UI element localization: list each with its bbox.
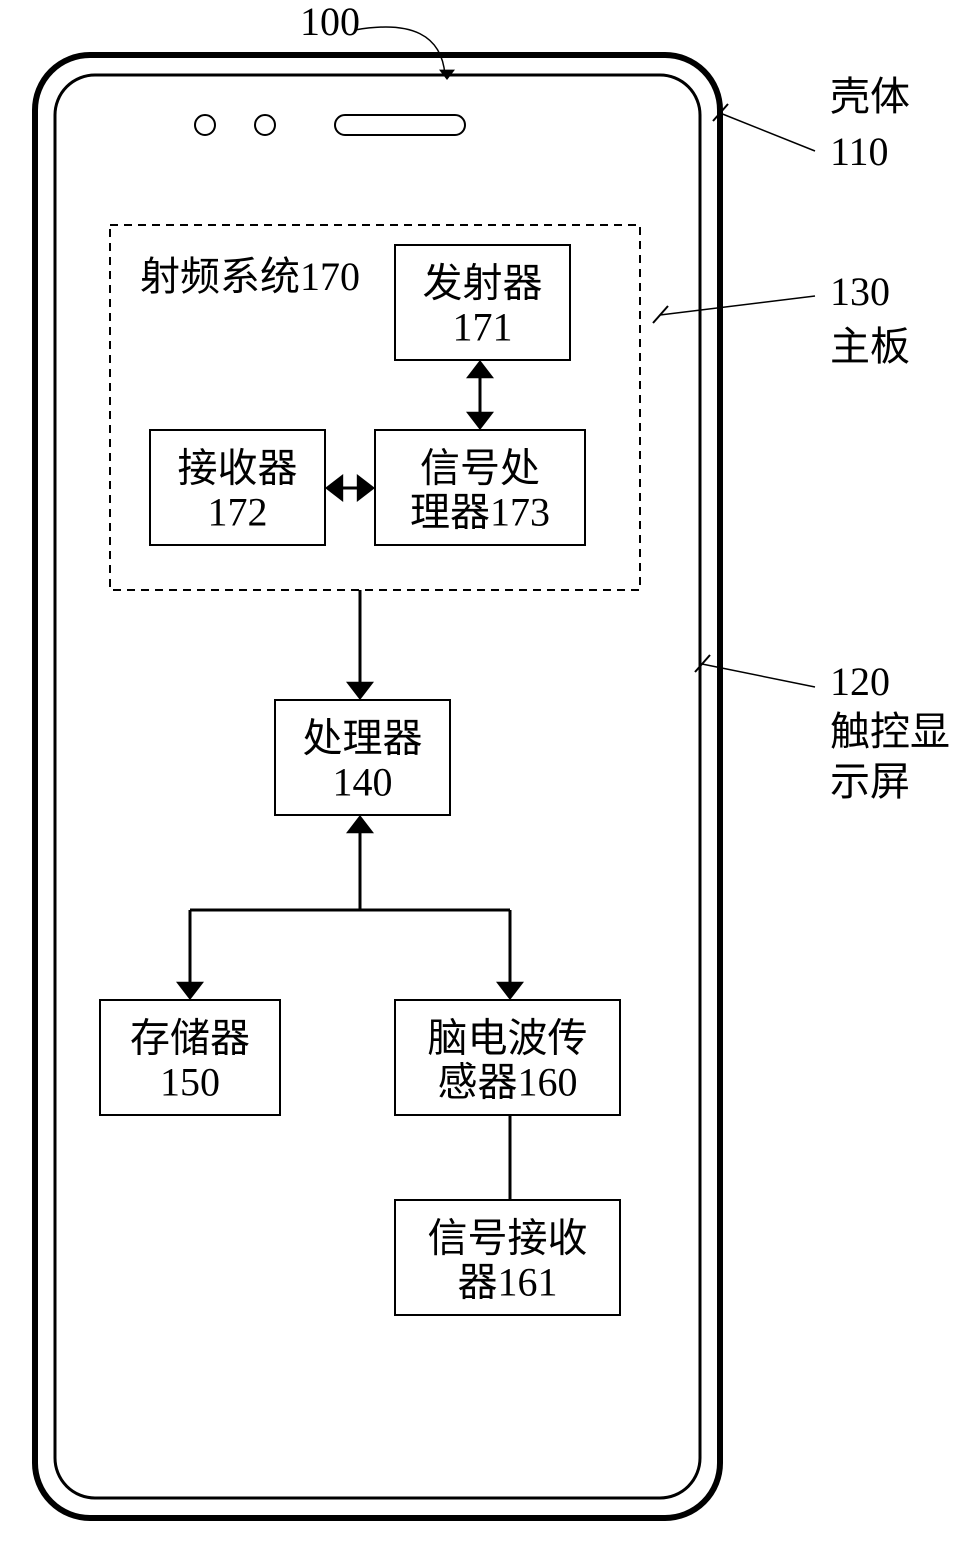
block-transmitter-line2: 171 [453, 305, 513, 350]
callout-num-mainboard: 130 [830, 269, 890, 314]
leader-tick [695, 655, 710, 672]
callout-cn-touchscreen: 触控显 [830, 709, 950, 754]
callout-cn-mainboard: 主板 [830, 324, 910, 369]
block-processor-line2: 140 [333, 760, 393, 805]
callout-num-shell: 110 [830, 129, 889, 174]
ref-label-100: 100 [300, 0, 360, 44]
camera-icon [195, 115, 215, 135]
leader-shell [720, 113, 815, 151]
rf-system-title: 射频系统170 [140, 254, 360, 299]
block-receiver-line1: 接收器 [178, 446, 298, 491]
block-sigproc-line2: 理器173 [410, 490, 550, 535]
pointer-arc [355, 27, 445, 75]
block-sigrecv-line2: 器161 [458, 1260, 558, 1305]
leader-mainboard [660, 296, 815, 315]
speaker-icon [335, 115, 465, 135]
block-memory-line1: 存储器 [130, 1016, 250, 1061]
block-processor-line1: 处理器 [303, 716, 423, 761]
block-transmitter-line1: 发射器 [423, 261, 543, 306]
callout-num-touchscreen: 120 [830, 659, 890, 704]
camera-icon [255, 115, 275, 135]
block-eeg-line1: 脑电波传 [428, 1016, 588, 1061]
block-receiver-line2: 172 [208, 490, 268, 535]
callout-cn2-touchscreen: 示屏 [830, 759, 910, 804]
block-sigrecv-line1: 信号接收 [428, 1216, 588, 1261]
callout-cn-shell: 壳体 [830, 74, 910, 119]
block-memory-line2: 150 [160, 1060, 220, 1105]
block-eeg-line2: 感器160 [438, 1060, 578, 1105]
block-sigproc-line1: 信号处 [420, 446, 540, 491]
